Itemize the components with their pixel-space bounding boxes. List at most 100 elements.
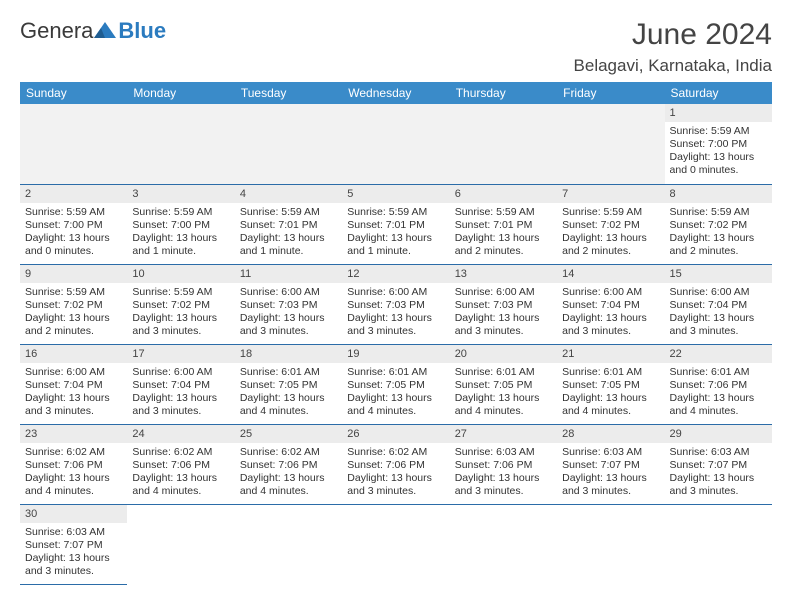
day-number: 17 xyxy=(127,345,234,363)
day-cell-23: 23Sunrise: 6:02 AMSunset: 7:06 PMDayligh… xyxy=(20,424,127,504)
header: Genera Blue June 2024 Belagavi, Karnatak… xyxy=(20,18,772,76)
sunrise: Sunrise: 6:01 AM xyxy=(562,366,659,379)
day-info: Sunrise: 6:00 AMSunset: 7:03 PMDaylight:… xyxy=(235,283,342,343)
day-cell-5: 5Sunrise: 5:59 AMSunset: 7:01 PMDaylight… xyxy=(342,184,449,264)
day-number: 19 xyxy=(342,345,449,363)
day-info: Sunrise: 5:59 AMSunset: 7:00 PMDaylight:… xyxy=(20,203,127,263)
day-info: Sunrise: 6:02 AMSunset: 7:06 PMDaylight:… xyxy=(342,443,449,503)
empty-cell xyxy=(342,504,449,584)
day-number: 1 xyxy=(665,104,772,122)
page-title: June 2024 xyxy=(574,18,772,52)
day-cell-24: 24Sunrise: 6:02 AMSunset: 7:06 PMDayligh… xyxy=(127,424,234,504)
sunrise: Sunrise: 6:01 AM xyxy=(240,366,337,379)
blank-cell xyxy=(235,104,342,184)
logo: Genera Blue xyxy=(20,18,166,44)
day-number: 24 xyxy=(127,425,234,443)
daylight-line2: and 4 minutes. xyxy=(25,485,122,498)
day-cell-11: 11Sunrise: 6:00 AMSunset: 7:03 PMDayligh… xyxy=(235,264,342,344)
day-info: Sunrise: 5:59 AMSunset: 7:00 PMDaylight:… xyxy=(665,122,772,182)
day-cell-19: 19Sunrise: 6:01 AMSunset: 7:05 PMDayligh… xyxy=(342,344,449,424)
sunrise: Sunrise: 5:59 AM xyxy=(455,206,552,219)
daylight-line1: Daylight: 13 hours xyxy=(670,392,767,405)
empty-cell xyxy=(450,504,557,584)
day-info: Sunrise: 6:03 AMSunset: 7:07 PMDaylight:… xyxy=(557,443,664,503)
daylight-line1: Daylight: 13 hours xyxy=(347,472,444,485)
day-cell-26: 26Sunrise: 6:02 AMSunset: 7:06 PMDayligh… xyxy=(342,424,449,504)
daylight-line1: Daylight: 13 hours xyxy=(132,232,229,245)
sunset: Sunset: 7:01 PM xyxy=(240,219,337,232)
sunrise: Sunrise: 6:02 AM xyxy=(25,446,122,459)
daylight-line2: and 4 minutes. xyxy=(455,405,552,418)
day-cell-8: 8Sunrise: 5:59 AMSunset: 7:02 PMDaylight… xyxy=(665,184,772,264)
daylight-line1: Daylight: 13 hours xyxy=(670,312,767,325)
day-info: Sunrise: 6:00 AMSunset: 7:04 PMDaylight:… xyxy=(557,283,664,343)
daylight-line2: and 3 minutes. xyxy=(455,325,552,338)
day-number: 21 xyxy=(557,345,664,363)
col-wednesday: Wednesday xyxy=(342,82,449,104)
sunset: Sunset: 7:01 PM xyxy=(347,219,444,232)
day-number: 20 xyxy=(450,345,557,363)
daylight-line1: Daylight: 13 hours xyxy=(455,312,552,325)
day-number: 12 xyxy=(342,265,449,283)
day-number: 22 xyxy=(665,345,772,363)
day-info: Sunrise: 6:00 AMSunset: 7:03 PMDaylight:… xyxy=(450,283,557,343)
sunrise: Sunrise: 6:02 AM xyxy=(240,446,337,459)
daylight-line2: and 3 minutes. xyxy=(670,485,767,498)
daylight-line2: and 4 minutes. xyxy=(240,485,337,498)
sunset: Sunset: 7:07 PM xyxy=(670,459,767,472)
sunset: Sunset: 7:06 PM xyxy=(455,459,552,472)
sunrise: Sunrise: 5:59 AM xyxy=(347,206,444,219)
daylight-line2: and 4 minutes. xyxy=(240,405,337,418)
sunrise: Sunrise: 5:59 AM xyxy=(25,206,122,219)
sunrise: Sunrise: 6:03 AM xyxy=(670,446,767,459)
daylight-line1: Daylight: 13 hours xyxy=(132,392,229,405)
sunrise: Sunrise: 6:03 AM xyxy=(455,446,552,459)
sunrise: Sunrise: 6:01 AM xyxy=(455,366,552,379)
day-number: 7 xyxy=(557,185,664,203)
daylight-line2: and 2 minutes. xyxy=(455,245,552,258)
daylight-line1: Daylight: 13 hours xyxy=(455,392,552,405)
daylight-line1: Daylight: 13 hours xyxy=(670,472,767,485)
daylight-line1: Daylight: 13 hours xyxy=(562,392,659,405)
empty-cell xyxy=(665,504,772,584)
sunset: Sunset: 7:00 PM xyxy=(670,138,767,151)
sunset: Sunset: 7:04 PM xyxy=(25,379,122,392)
daylight-line1: Daylight: 13 hours xyxy=(347,392,444,405)
day-cell-27: 27Sunrise: 6:03 AMSunset: 7:06 PMDayligh… xyxy=(450,424,557,504)
daylight-line2: and 3 minutes. xyxy=(25,565,122,578)
day-cell-9: 9Sunrise: 5:59 AMSunset: 7:02 PMDaylight… xyxy=(20,264,127,344)
sunset: Sunset: 7:02 PM xyxy=(132,299,229,312)
day-info: Sunrise: 6:02 AMSunset: 7:06 PMDaylight:… xyxy=(20,443,127,503)
day-info: Sunrise: 6:00 AMSunset: 7:04 PMDaylight:… xyxy=(127,363,234,423)
day-cell-2: 2Sunrise: 5:59 AMSunset: 7:00 PMDaylight… xyxy=(20,184,127,264)
daylight-line2: and 4 minutes. xyxy=(347,405,444,418)
day-info: Sunrise: 6:01 AMSunset: 7:05 PMDaylight:… xyxy=(235,363,342,423)
col-sunday: Sunday xyxy=(20,82,127,104)
sunset: Sunset: 7:06 PM xyxy=(670,379,767,392)
daylight-line1: Daylight: 13 hours xyxy=(240,472,337,485)
day-cell-16: 16Sunrise: 6:00 AMSunset: 7:04 PMDayligh… xyxy=(20,344,127,424)
day-cell-22: 22Sunrise: 6:01 AMSunset: 7:06 PMDayligh… xyxy=(665,344,772,424)
sunset: Sunset: 7:05 PM xyxy=(240,379,337,392)
sunset: Sunset: 7:07 PM xyxy=(562,459,659,472)
calendar-row: 23Sunrise: 6:02 AMSunset: 7:06 PMDayligh… xyxy=(20,424,772,504)
col-monday: Monday xyxy=(127,82,234,104)
daylight-line2: and 3 minutes. xyxy=(562,485,659,498)
day-cell-25: 25Sunrise: 6:02 AMSunset: 7:06 PMDayligh… xyxy=(235,424,342,504)
logo-text-2: Blue xyxy=(118,18,166,44)
day-cell-20: 20Sunrise: 6:01 AMSunset: 7:05 PMDayligh… xyxy=(450,344,557,424)
day-number: 4 xyxy=(235,185,342,203)
blank-cell xyxy=(20,104,127,184)
daylight-line2: and 4 minutes. xyxy=(562,405,659,418)
sunset: Sunset: 7:07 PM xyxy=(25,539,122,552)
day-cell-6: 6Sunrise: 5:59 AMSunset: 7:01 PMDaylight… xyxy=(450,184,557,264)
sunrise: Sunrise: 6:00 AM xyxy=(240,286,337,299)
daylight-line1: Daylight: 13 hours xyxy=(670,151,767,164)
sunset: Sunset: 7:03 PM xyxy=(240,299,337,312)
day-info: Sunrise: 5:59 AMSunset: 7:02 PMDaylight:… xyxy=(557,203,664,263)
day-info: Sunrise: 6:02 AMSunset: 7:06 PMDaylight:… xyxy=(127,443,234,503)
daylight-line2: and 3 minutes. xyxy=(670,325,767,338)
daylight-line2: and 3 minutes. xyxy=(132,405,229,418)
sunrise: Sunrise: 5:59 AM xyxy=(670,206,767,219)
sunset: Sunset: 7:06 PM xyxy=(347,459,444,472)
